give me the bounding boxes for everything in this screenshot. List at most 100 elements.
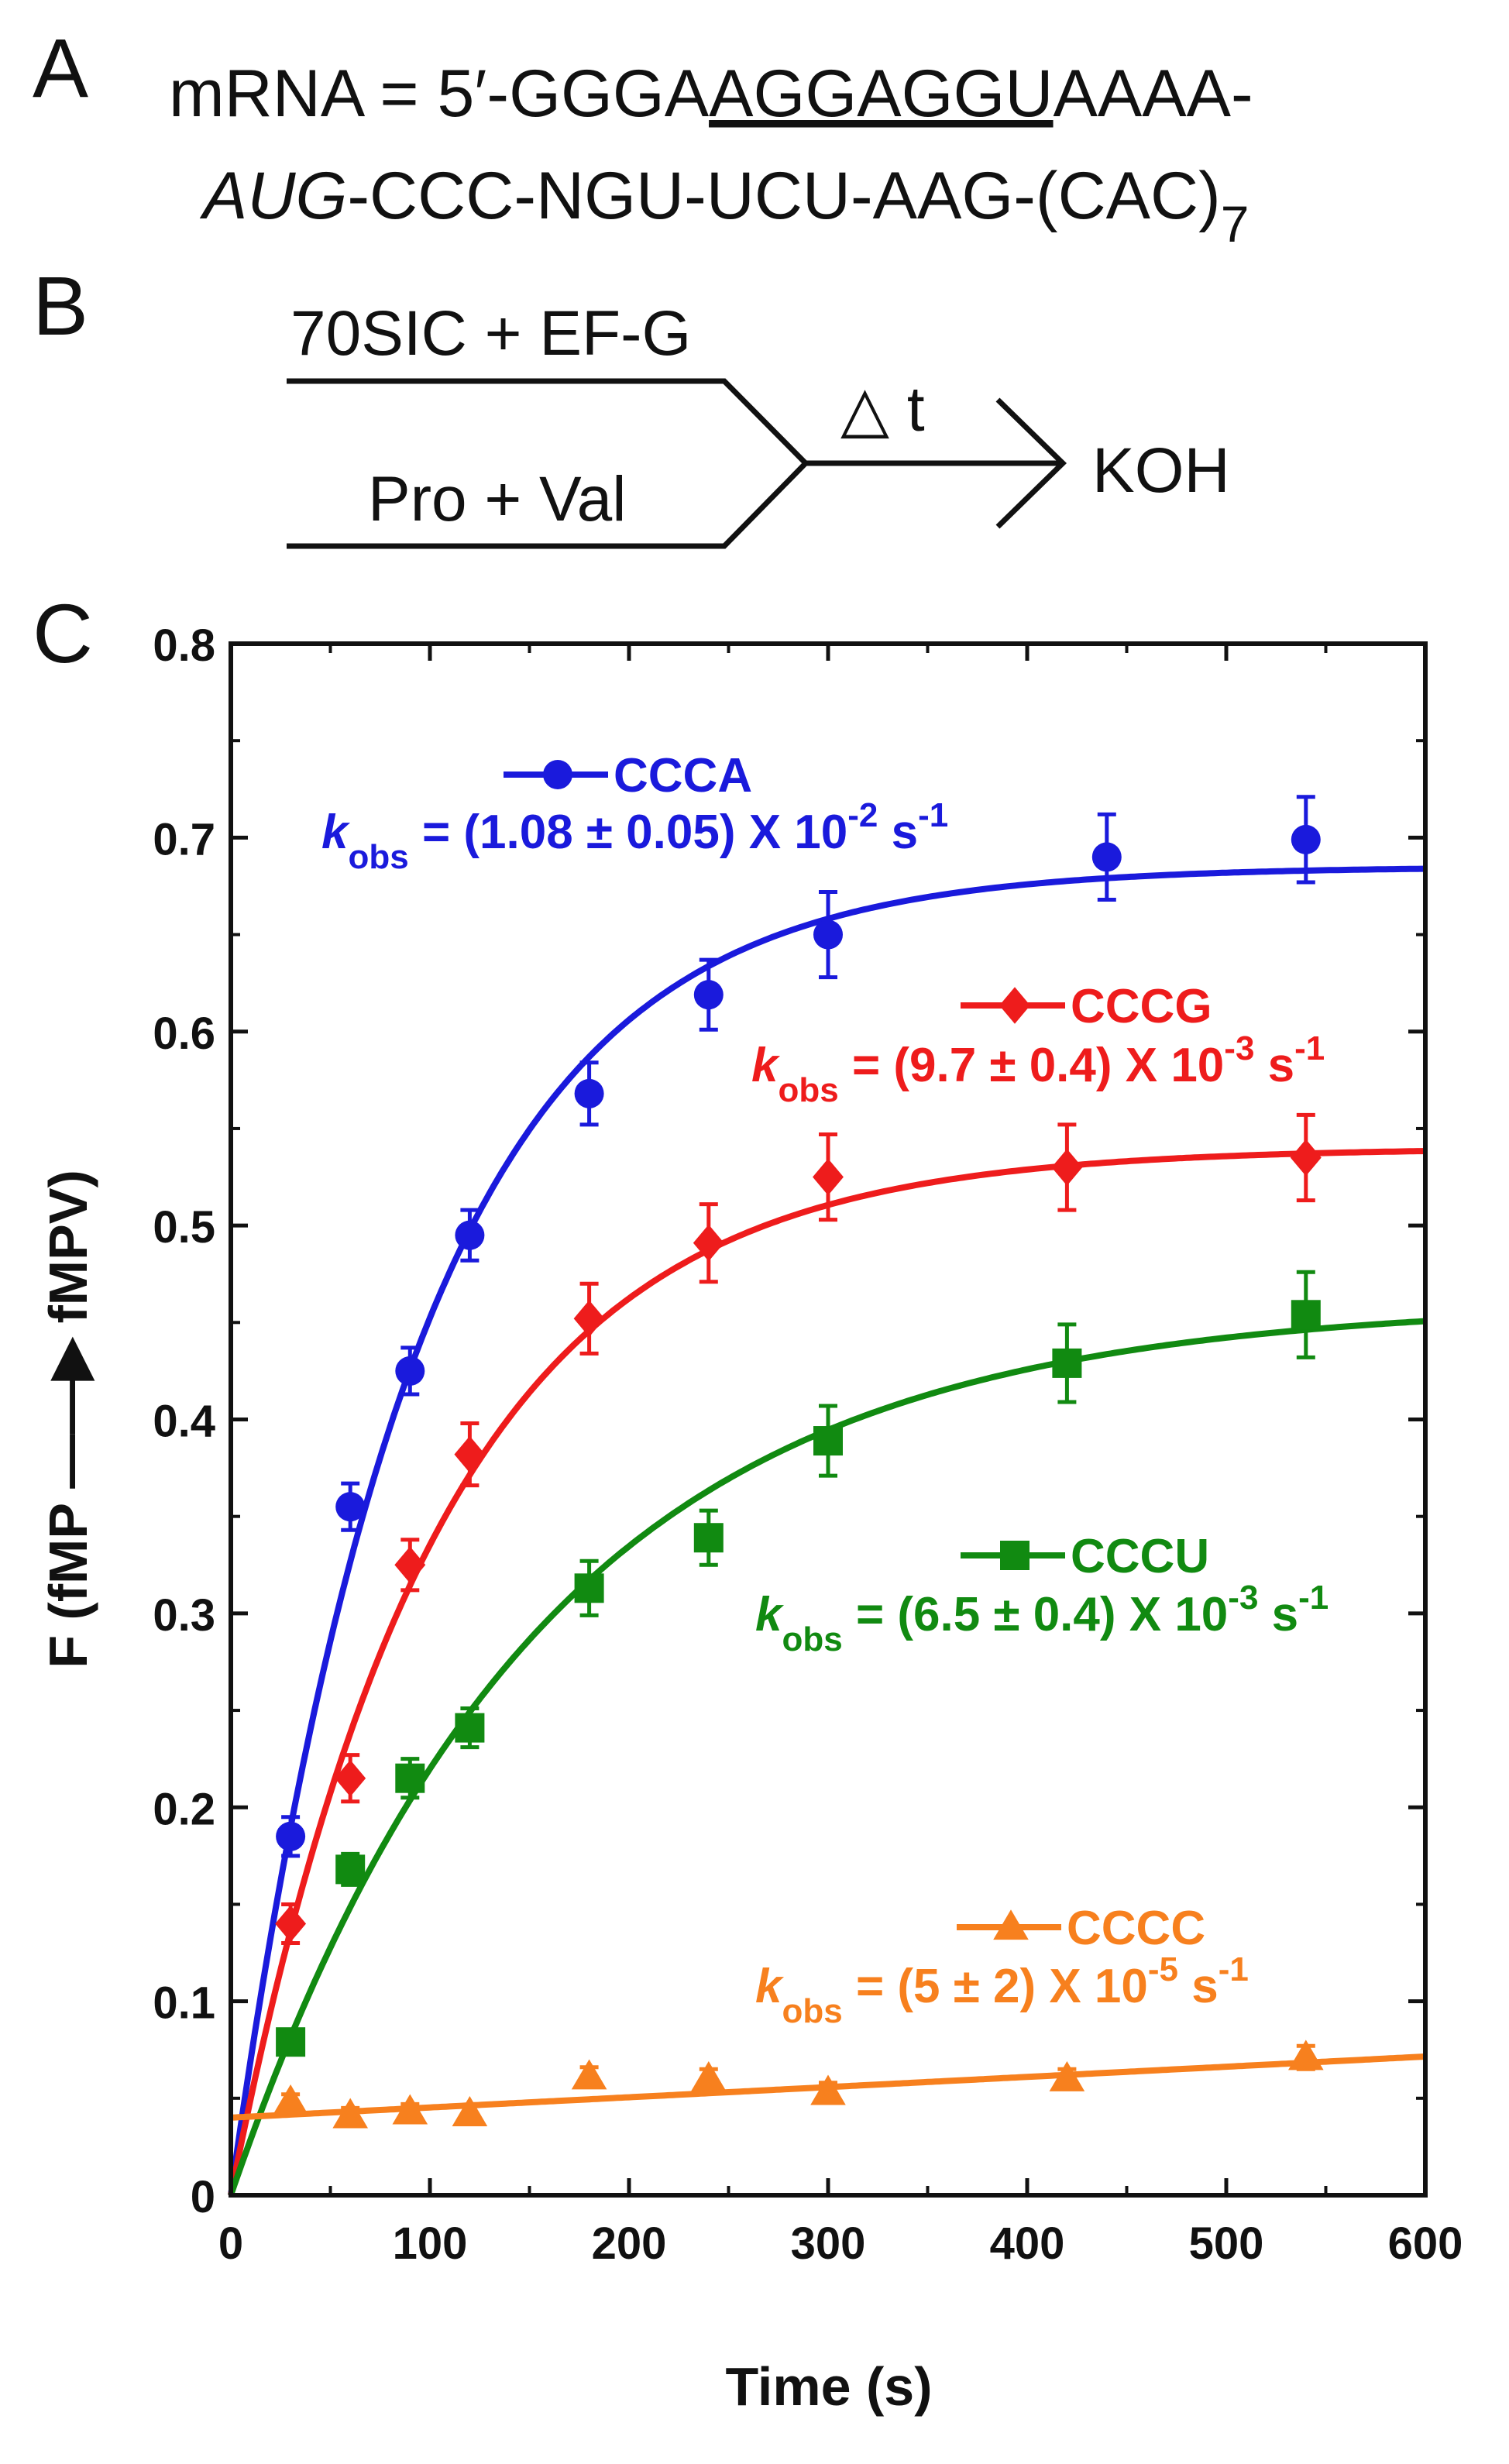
- rate-constant: kobs = (1.08 ± 0.05) X 10-2 s-1: [321, 796, 948, 876]
- y-tick-label: 0.2: [153, 1784, 215, 1834]
- data-point: [693, 1523, 724, 1553]
- series-cccu: [276, 1270, 1321, 2057]
- x-axis: 0 100 200 300 400 500 600: [218, 644, 1463, 2269]
- series-ccca: [276, 795, 1321, 1858]
- x-tick-label: 200: [592, 2218, 667, 2269]
- y-tick-label: 0.7: [153, 814, 215, 864]
- data-point: [1051, 1149, 1083, 1186]
- data-point: [455, 1713, 485, 1743]
- delay-arrowhead: [995, 397, 1067, 529]
- rate-part: obs: [348, 838, 408, 876]
- rate-part: -1: [918, 796, 948, 834]
- rate-part: s: [1258, 1588, 1298, 1641]
- data-point: [452, 2096, 488, 2126]
- data-point: [275, 1905, 307, 1943]
- legend-marker: [543, 760, 572, 789]
- panel-c-label: C: [33, 586, 93, 680]
- data-point: [395, 1763, 425, 1793]
- data-point: [813, 1426, 843, 1456]
- data-point: [335, 1759, 366, 1797]
- data-point: [1049, 2060, 1085, 2091]
- legend-name: CCCG: [1071, 980, 1212, 1033]
- data-point: [574, 1078, 604, 1108]
- data-point: [455, 1220, 485, 1250]
- rate-part: s: [878, 806, 918, 859]
- rate-part: k: [321, 806, 351, 859]
- legend-name: CCCA: [614, 749, 752, 802]
- legend-name: CCCU: [1071, 1530, 1209, 1583]
- rate-part: = (9.7 ± 0.4) X 10: [839, 1039, 1225, 1092]
- y-tick-label: 0.5: [153, 1202, 215, 1253]
- rate-part: obs: [782, 1620, 842, 1658]
- mrna-codons: -CCC-NGU-UCU-AAG-(CAC): [347, 159, 1220, 233]
- x-tick-label: 400: [990, 2218, 1065, 2269]
- data-point: [1091, 842, 1122, 872]
- fit-cccg: [228, 1148, 1426, 2196]
- series-cccg: [275, 1112, 1322, 1946]
- rate-part: = (5 ± 2) X 10: [843, 1960, 1148, 2013]
- rate-part: k: [751, 1039, 781, 1092]
- x-tick-label: 300: [791, 2218, 866, 2269]
- legend-marker: [993, 1909, 1029, 1940]
- y-axis: 0 0.1 0.2 0.3 0.4 0.5 0.6 0.7 0.8: [153, 620, 1425, 2222]
- rate-part: -5: [1148, 1950, 1178, 1988]
- data-point: [693, 980, 724, 1010]
- legend-marker: [999, 987, 1030, 1024]
- data-point: [573, 1300, 605, 1338]
- data-point: [813, 1158, 844, 1196]
- x-tick-label: 600: [1388, 2218, 1463, 2269]
- data-point: [394, 1546, 426, 1584]
- mrna-shine-dalgarno: AGGAGGU: [709, 57, 1053, 131]
- rate-part: obs: [782, 1992, 842, 2030]
- mrna-suffix: AAAA-: [1054, 57, 1253, 131]
- data-point: [1290, 1139, 1322, 1177]
- rate-constant: kobs = (9.7 ± 0.4) X 10-3 s-1: [751, 1029, 1325, 1109]
- panel-c: C 0 0.1 0.2 0.3 0.4 0.5 0.6 0.7 0.8 0 100 200 300 40…: [33, 586, 1463, 2417]
- data-points: [273, 795, 1324, 2129]
- data-point: [392, 2094, 428, 2125]
- y-tick-label: 0.1: [153, 1978, 215, 2029]
- panel-b-label: B: [33, 259, 88, 352]
- rate-part: = (6.5 ± 0.4) X 10: [843, 1588, 1229, 1641]
- rate-part: -1: [1298, 1579, 1329, 1617]
- data-point: [395, 1356, 425, 1386]
- quench-label: KOH: [1092, 435, 1230, 506]
- rate-part: -1: [1219, 1950, 1249, 1988]
- y-tick-label: 0: [191, 2172, 215, 2222]
- start-codon: AUG: [199, 159, 347, 233]
- rate-part: -1: [1294, 1029, 1325, 1067]
- plot-frame: [229, 641, 1428, 2198]
- y-axis-title: F (fMP ——▶ fMPV): [38, 1170, 98, 1668]
- data-point: [335, 1854, 366, 1885]
- panel-a: A mRNA = 5′-GGGAAGGAGGUAAAA- AUG-CCC-NGU…: [33, 21, 1253, 253]
- data-point: [273, 2084, 308, 2115]
- data-point: [691, 2060, 727, 2091]
- x-axis-title: Time (s): [725, 2356, 932, 2417]
- panel-b: B 70SIC + EF-G Pro + Val △ t KOH: [33, 259, 1230, 549]
- rate-part: s: [1178, 1960, 1219, 2013]
- series-cccc: [273, 2040, 1324, 2129]
- data-point: [332, 2098, 368, 2129]
- x-tick-label: 0: [218, 2218, 243, 2269]
- data-point: [454, 1435, 486, 1473]
- rate-constant: kobs = (6.5 ± 0.4) X 10-3 s-1: [755, 1579, 1329, 1658]
- legend-name: CCCC: [1067, 1902, 1205, 1955]
- delay-label: △ t: [840, 374, 925, 445]
- data-point: [693, 1224, 724, 1262]
- x-tick-label: 500: [1189, 2218, 1264, 2269]
- data-point: [276, 1821, 306, 1851]
- data-point: [1052, 1348, 1082, 1378]
- data-point: [574, 1573, 604, 1603]
- data-point: [571, 2059, 607, 2090]
- y-tick-label: 0.3: [153, 1590, 215, 1641]
- data-point: [810, 2074, 846, 2105]
- legend-cccc: CCCC kobs = (5 ± 2) X 10-5 s-1: [755, 1902, 1249, 2030]
- reagent-bottom: Pro + Val: [368, 464, 627, 534]
- rate-part: k: [755, 1960, 785, 2013]
- mrna-line-1: mRNA = 5′-GGGAAGGAGGUAAAA-: [169, 57, 1253, 131]
